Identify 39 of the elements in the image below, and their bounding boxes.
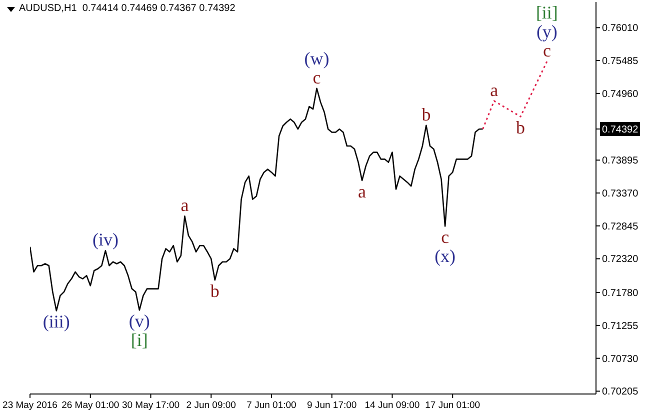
annotation: c — [312, 67, 321, 88]
x-tick-label: 17 Jun 01:00 — [425, 400, 480, 411]
annotation: a — [490, 80, 498, 100]
annotation: a — [180, 195, 189, 216]
y-tick-label: 0.72845 — [602, 221, 639, 232]
chart-title: AUDUSD,H1 0.74414 0.74469 0.74367 0.74392 — [19, 3, 236, 14]
annotation: c — [441, 227, 450, 248]
y-tick-label: 0.73895 — [602, 156, 639, 167]
annotation: a — [358, 181, 366, 202]
y-tick-label: 0.72320 — [602, 254, 639, 266]
y-tick-label: 0.76010 — [602, 23, 639, 34]
y-tick-label: 0.75485 — [602, 56, 639, 68]
y-tick-label: 0.70205 — [602, 386, 639, 398]
annotation: (x) — [434, 246, 456, 266]
y-tick-label: 0.73370 — [602, 188, 639, 200]
x-tick-label: 2 Jun 09:00 — [186, 400, 236, 411]
line-series — [30, 88, 484, 312]
x-tick-label: 9 Jun 17:00 — [307, 400, 357, 411]
annotation: [i] — [130, 330, 148, 350]
y-tick-label: 0.71255 — [602, 320, 639, 332]
y-tick-label: 0.74392 — [602, 124, 639, 136]
x-tick-label: 23 May 2016 — [2, 400, 58, 411]
annotation: (iv) — [92, 230, 118, 250]
annotation: (iii) — [42, 312, 70, 332]
annotation: b — [422, 104, 431, 124]
annotation: c — [542, 40, 551, 60]
y-tick-label: 0.71780 — [602, 288, 639, 300]
x-tick-label: 14 Jun 09:00 — [364, 400, 420, 411]
annotation: b — [516, 118, 526, 138]
annotation: [ii] — [536, 2, 558, 22]
annotation: b — [210, 281, 220, 302]
annotation: (v) — [128, 311, 150, 332]
annotation: (y) — [536, 21, 558, 42]
y-tick-label: 0.70730 — [602, 354, 639, 365]
annotation: (w) — [304, 48, 330, 68]
x-tick-label: 26 May 01:00 — [62, 400, 120, 411]
x-tick-label: 7 Jun 01:00 — [246, 400, 296, 411]
y-tick-label: 0.74960 — [602, 88, 639, 100]
x-tick-label: 30 May 17:00 — [122, 400, 180, 411]
